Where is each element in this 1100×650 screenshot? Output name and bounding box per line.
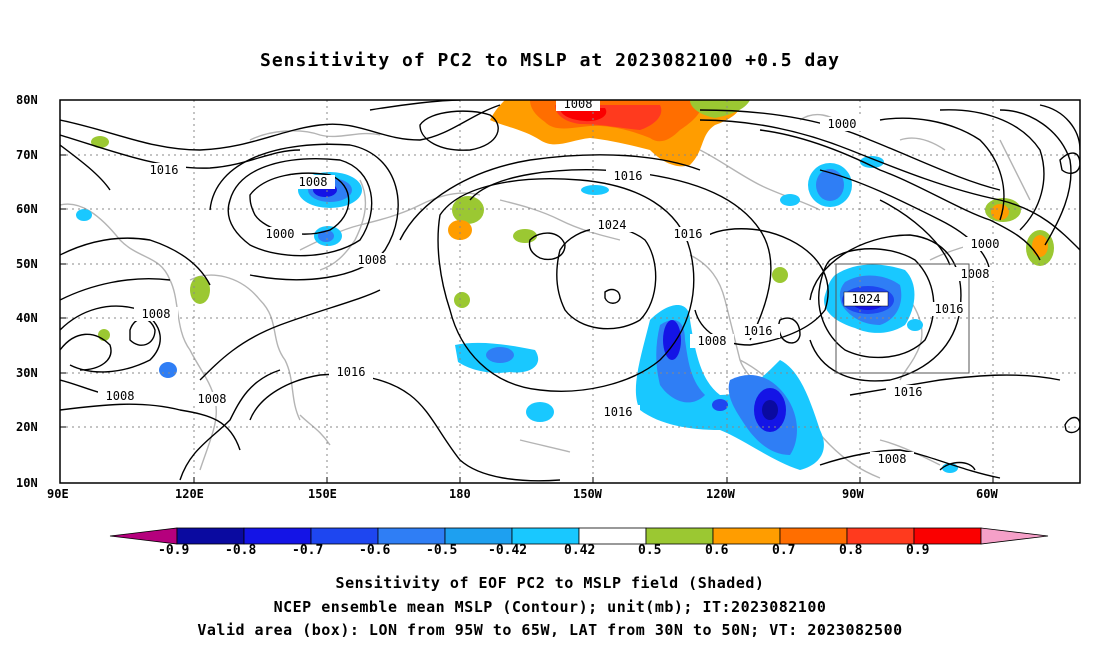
lat-label: 80N xyxy=(16,93,38,107)
contour-label: 1000 xyxy=(266,227,295,241)
lon-label: 180 xyxy=(449,487,471,501)
lon-label: 60W xyxy=(976,487,998,501)
contour-label: 1000 xyxy=(828,117,857,131)
colorbar-label: 0.6 xyxy=(705,543,729,558)
contour-label: 1008 xyxy=(564,97,593,111)
caption-line: Sensitivity of EOF PC2 to MSLP field (Sh… xyxy=(335,574,765,592)
colorbar-swatch xyxy=(712,527,781,545)
contour-label: 1000 xyxy=(971,237,1000,251)
lat-label: 20N xyxy=(16,420,38,434)
lon-label: 150W xyxy=(573,487,602,501)
colorbar-label: 0.8 xyxy=(839,543,863,558)
contour-label: 1016 xyxy=(614,169,643,183)
colorbar-swatch xyxy=(779,527,848,545)
colorbar-swatch xyxy=(310,527,379,545)
lat-label: 10N xyxy=(16,476,38,490)
contour-label: 1016 xyxy=(604,405,633,419)
lon-label: 90E xyxy=(47,487,69,501)
contour-labels: 1008 1000 1016 1008 1000 1008 1008 1016 … xyxy=(98,97,1007,466)
contour-label: 1016 xyxy=(337,365,366,379)
lat-label: 50N xyxy=(16,257,38,271)
mslp-contours xyxy=(60,100,1080,482)
colorbar-label: -0.42 xyxy=(488,543,528,558)
contour-label: 1016 xyxy=(674,227,703,241)
colorbar xyxy=(109,527,1049,545)
colorbar-swatch xyxy=(176,527,245,545)
colorbar-label: 0.5 xyxy=(638,543,662,558)
contour-label: 1008 xyxy=(198,392,227,406)
contour-label: 1008 xyxy=(106,389,135,403)
contour-label: 1016 xyxy=(744,324,773,338)
lon-label: 120E xyxy=(175,487,204,501)
contour-label: 1008 xyxy=(358,253,387,267)
lon-label: 90W xyxy=(842,487,864,501)
colorbar-swatch xyxy=(109,527,178,545)
sensitivity-shading xyxy=(76,100,1054,473)
lat-lon-grid xyxy=(60,100,1080,483)
valid-area-box xyxy=(835,263,970,374)
map-frame xyxy=(59,99,1081,484)
colorbar-label: 0.9 xyxy=(906,543,930,558)
tick-marks xyxy=(59,99,994,484)
lat-label: 70N xyxy=(16,148,38,162)
contour-label: 1008 xyxy=(142,307,171,321)
colorbar-swatch xyxy=(444,527,513,545)
contour-label: 1008 xyxy=(878,452,907,466)
colorbar-swatch xyxy=(377,527,446,545)
map-title: Sensitivity of PC2 to MSLP at 2023082100… xyxy=(259,50,840,71)
contour-label: 1008 xyxy=(961,267,990,281)
colorbar-label: -0.9 xyxy=(158,543,190,558)
colorbar-swatch xyxy=(913,527,982,545)
colorbar-swatch xyxy=(243,527,312,545)
colorbar-swatch xyxy=(578,527,647,545)
contour-label: 1024 xyxy=(852,292,881,306)
lon-label: 150E xyxy=(308,487,337,501)
colorbar-swatch xyxy=(511,527,580,545)
lat-label: 30N xyxy=(16,366,38,380)
contour-label: 1024 xyxy=(598,218,627,232)
caption-line: Valid area (box): LON from 95W to 65W, L… xyxy=(197,621,903,639)
colorbar-label: -0.7 xyxy=(292,543,324,558)
colorbar-swatch xyxy=(846,527,915,545)
contour-label: 1016 xyxy=(150,163,179,177)
colorbar-label: -0.8 xyxy=(225,543,257,558)
contour-label: 1016 xyxy=(935,302,964,316)
colorbar-label: 0.7 xyxy=(772,543,796,558)
contour-label: 1008 xyxy=(299,175,328,189)
colorbar-swatch xyxy=(645,527,714,545)
colorbar-label: 0.42 xyxy=(564,543,596,558)
colorbar-swatch xyxy=(980,527,1049,545)
lon-label: 120W xyxy=(706,487,735,501)
colorbar-label: -0.5 xyxy=(426,543,458,558)
lat-label: 40N xyxy=(16,311,38,325)
contour-label: 1008 xyxy=(698,334,727,348)
contour-label: 1016 xyxy=(894,385,923,399)
lat-label: 60N xyxy=(16,202,38,216)
caption-line: NCEP ensemble mean MSLP (Contour); unit(… xyxy=(273,598,827,616)
colorbar-label: -0.6 xyxy=(359,543,391,558)
